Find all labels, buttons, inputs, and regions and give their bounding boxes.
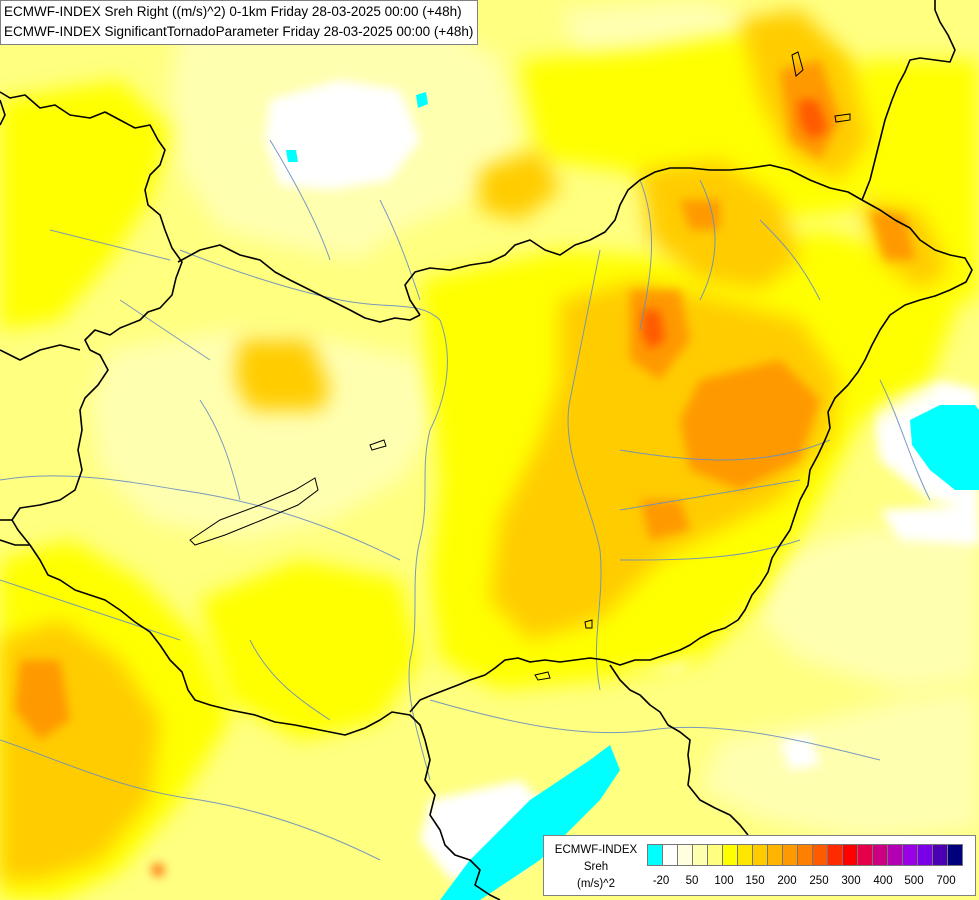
legend-swatch (752, 844, 768, 866)
legend-tick-label: 500 (904, 875, 924, 887)
legend-tick-label: -20 (652, 875, 670, 887)
legend-swatch (917, 844, 933, 866)
map-title-line-2: ECMWF-INDEX SignificantTornadoParameter … (4, 24, 474, 39)
map-title-box: ECMWF-INDEX Sreh Right ((m/s)^2) 0-1km F… (0, 0, 479, 45)
legend-tick-label: 50 (685, 875, 699, 887)
legend-swatch (782, 844, 798, 866)
field-orange (15, 60, 915, 740)
legend-swatch (722, 844, 738, 866)
legend-title-field: Sreh (583, 861, 609, 873)
legend-title-model: ECMWF-INDEX (554, 844, 638, 856)
legend-swatch (797, 844, 813, 866)
legend-swatch (707, 844, 723, 866)
legend-swatch (827, 844, 843, 866)
legend-title-unit: (m/s)^2 (577, 878, 615, 890)
map-title-line-1: ECMWF-INDEX Sreh Right ((m/s)^2) 0-1km F… (4, 4, 462, 19)
legend-tick-label: 300 (841, 875, 861, 887)
legend-swatch (812, 844, 828, 866)
legend-swatch (767, 844, 783, 866)
legend-tick-label: 400 (873, 875, 893, 887)
lakes (189, 51, 851, 681)
legend-swatch (647, 844, 663, 866)
legend-swatch (677, 844, 693, 866)
color-legend: ECMWF-INDEX Sreh (m/s)^2 -20 50 100 150 200 2… (543, 835, 976, 896)
legend-swatch (692, 844, 708, 866)
legend-swatch (842, 844, 858, 866)
legend-swatch (857, 844, 873, 866)
legend-tick-label: 150 (745, 875, 765, 887)
legend-swatch (932, 844, 948, 866)
legend-swatch (947, 844, 963, 866)
legend-swatch (887, 844, 903, 866)
legend-swatch (662, 844, 678, 866)
legend-tick-label: 250 (809, 875, 829, 887)
legend-swatch (872, 844, 888, 866)
legend-color-bar (647, 844, 963, 866)
legend-tick-label: 200 (777, 875, 797, 887)
rivers (0, 139, 931, 861)
legend-swatch (902, 844, 918, 866)
legend-tick-labels: -20 50 100 150 200 250 300 400 500 700 (647, 874, 977, 890)
legend-tick-label: 700 (936, 875, 956, 887)
legend-swatch (737, 844, 753, 866)
legend-tick-label: 100 (714, 875, 734, 887)
field-red-orange (152, 100, 828, 876)
